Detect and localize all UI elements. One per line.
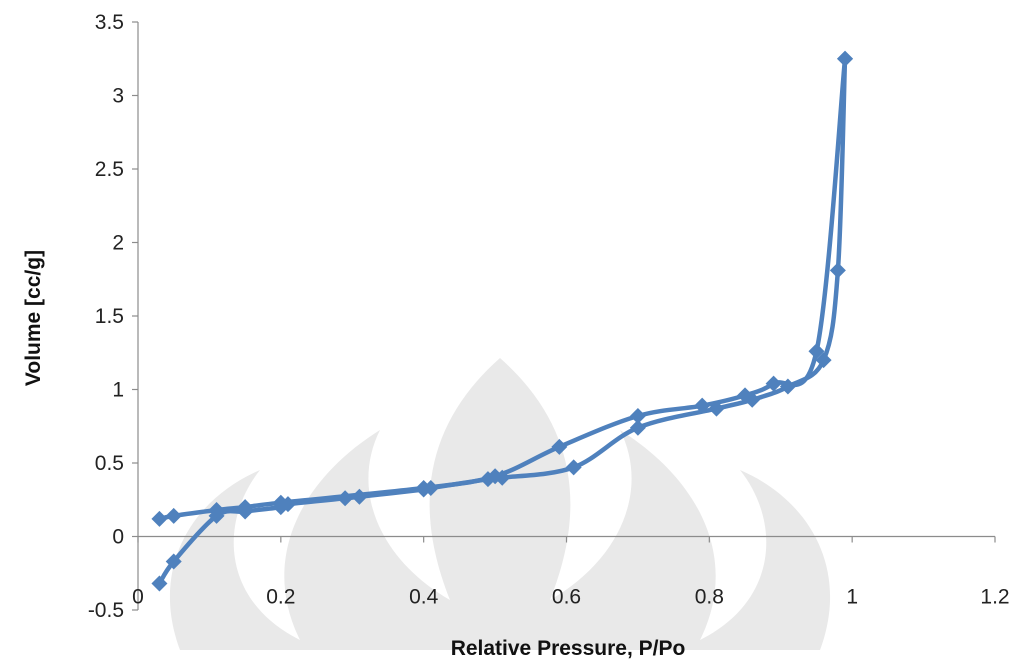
axes bbox=[132, 21, 996, 611]
x-tick-label: 1 bbox=[846, 586, 858, 609]
data-point-marker bbox=[351, 488, 368, 505]
data-point-marker bbox=[337, 490, 354, 507]
y-tick-label: -0.5 bbox=[88, 599, 124, 622]
data-point-marker bbox=[208, 502, 225, 519]
data-point-marker bbox=[151, 575, 168, 592]
y-tick-label: 3.5 bbox=[95, 11, 124, 34]
y-tick-labels: -0.5 0 0.5 1 1.5 2 2.5 3 3.5 bbox=[88, 11, 124, 622]
data-point-marker bbox=[629, 407, 646, 424]
data-point-marker bbox=[565, 459, 582, 476]
y-tick-label: 1 bbox=[112, 379, 124, 402]
y-tick-label: 2.5 bbox=[95, 158, 124, 181]
x-tick-label: 0.2 bbox=[266, 586, 295, 609]
data-point-marker bbox=[708, 400, 725, 417]
y-tick-label: 1.5 bbox=[95, 305, 124, 328]
data-point-marker bbox=[151, 510, 168, 527]
x-tick-label: 0 bbox=[132, 586, 144, 609]
x-tick-label: 1.2 bbox=[980, 586, 1009, 609]
x-tick-labels: 0 0.2 0.4 0.6 0.8 1 1.2 bbox=[132, 586, 1009, 609]
data-point-marker bbox=[237, 499, 254, 516]
data-point-marker bbox=[837, 50, 854, 67]
data-markers bbox=[151, 50, 854, 592]
data-point-marker bbox=[765, 375, 782, 392]
data-point-marker bbox=[779, 378, 796, 395]
data-point-marker bbox=[415, 479, 432, 496]
data-point-marker bbox=[487, 468, 504, 485]
y-tick-label: 0.5 bbox=[95, 452, 124, 475]
data-point-marker bbox=[737, 387, 754, 404]
data-point-marker bbox=[551, 438, 568, 455]
x-tick-label: 0.6 bbox=[552, 586, 581, 609]
y-axis-title: Volume [cc/g] bbox=[22, 250, 45, 386]
data-point-marker bbox=[694, 397, 711, 414]
data-point-marker bbox=[829, 262, 846, 279]
x-tick-label: 0.4 bbox=[409, 586, 439, 609]
x-axis-title: Relative Pressure, P/Po bbox=[451, 637, 686, 660]
data-point-marker bbox=[808, 343, 825, 360]
data-point-marker bbox=[629, 419, 646, 436]
data-point-marker bbox=[165, 553, 182, 570]
x-tick-label: 0.8 bbox=[695, 586, 724, 609]
data-point-marker bbox=[165, 507, 182, 524]
data-point-marker bbox=[272, 494, 289, 511]
watermark-logo bbox=[169, 358, 831, 650]
y-tick-label: 3 bbox=[112, 85, 124, 108]
y-tick-label: 2 bbox=[112, 232, 124, 255]
y-tick-label: 0 bbox=[112, 526, 124, 549]
